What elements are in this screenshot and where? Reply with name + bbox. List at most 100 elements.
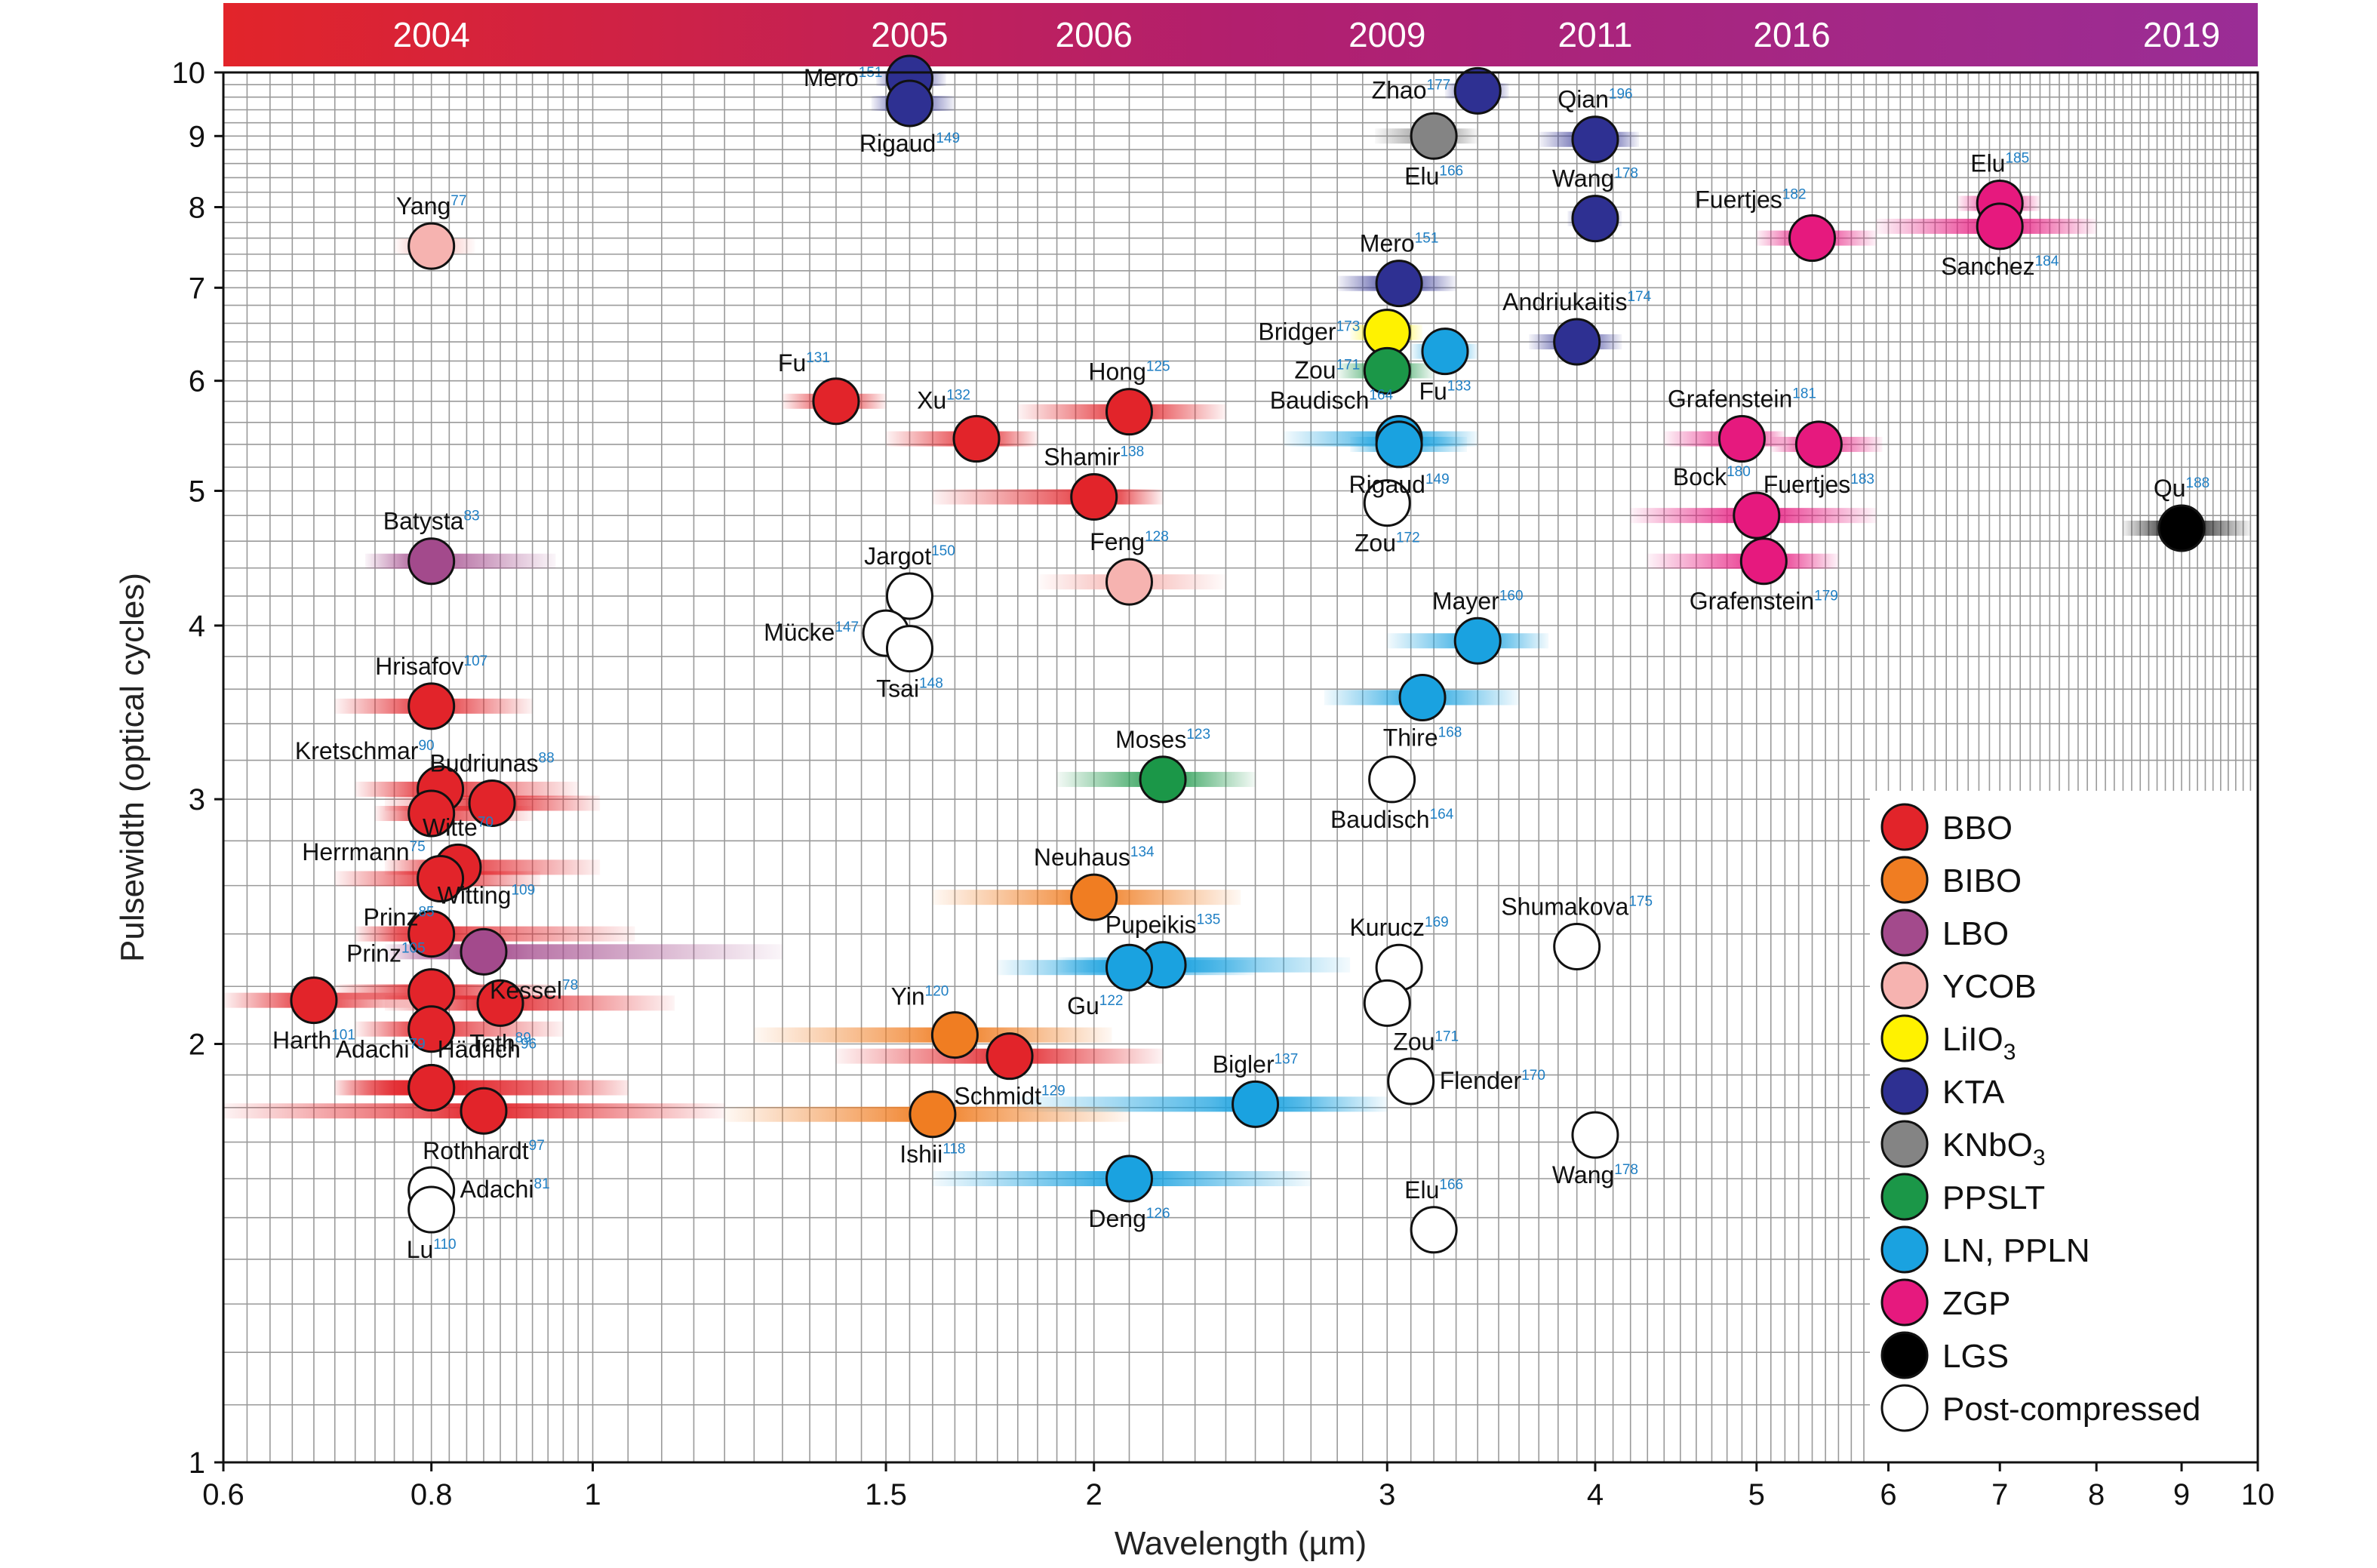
point-tsai-148 — [885, 625, 933, 673]
legend-label: Post-compressed — [1942, 1391, 2200, 1428]
x-tick-label: 8 — [2088, 1478, 2105, 1511]
point-fu-133 — [1421, 327, 1469, 376]
point-bigler-137 — [1232, 1080, 1280, 1128]
legend-label: KTA — [1942, 1074, 2005, 1111]
point-gu-122 — [1105, 943, 1153, 992]
point-grafenstein-181 — [1717, 415, 1766, 463]
legend-items: BBO BIBO LBO YCOB LiIO3 KTA KNbO3 PPSLT LN, PPLN… — [1880, 803, 2200, 1432]
y-tick-label: 8 — [189, 192, 205, 225]
point-flender-170 — [1387, 1057, 1435, 1105]
point-label: Schmidt129 — [954, 1083, 1065, 1110]
point-lu-110 — [407, 1185, 456, 1234]
point-batysta-83 — [407, 537, 456, 586]
point-label: Qu188 — [2154, 475, 2209, 502]
point-label: Adachi81 — [460, 1176, 550, 1203]
point-fu-131 — [812, 377, 860, 426]
point-qian-196 — [1571, 115, 1619, 164]
point-label: Rigaud149 — [1349, 471, 1450, 498]
point-label: Ishii118 — [899, 1141, 965, 1168]
legend-swatch-zgp — [1880, 1278, 1929, 1327]
point-fuertjes-183 — [1794, 420, 1843, 469]
legend-swatch-bbo — [1880, 803, 1929, 851]
legend-swatch-lgs — [1880, 1331, 1929, 1379]
point-deng-126 — [1105, 1154, 1153, 1203]
point-label: Adachi79 — [336, 1036, 426, 1063]
y-axis-title: Pulsewidth (optical cycles) — [114, 573, 151, 962]
point-zhao-177 — [1453, 66, 1502, 115]
point-yin-120 — [930, 1011, 979, 1059]
grid — [223, 72, 2259, 1463]
y-tick-label: 10 — [172, 57, 206, 90]
y-tick-label: 1 — [189, 1447, 205, 1480]
point-hong-125 — [1105, 388, 1153, 436]
point-label: Batysta83 — [383, 508, 480, 535]
point-label: Jargot150 — [864, 543, 955, 570]
point-label: Mero151 — [1360, 230, 1439, 257]
point-label: Witting109 — [438, 882, 536, 909]
y-tick-label: 9 — [189, 120, 205, 153]
bandwidth-bar — [355, 1021, 564, 1037]
y-tick-label: 7 — [189, 272, 205, 305]
x-tick-label: 5 — [1748, 1478, 1765, 1511]
year-label: 2016 — [1753, 15, 1830, 54]
plot-frame — [222, 71, 2259, 1464]
point-label: Feng128 — [1090, 528, 1169, 555]
point-label: Pupeikis135 — [1105, 912, 1221, 939]
point-neuhaus-134 — [1070, 873, 1118, 921]
point-elu-166 — [1410, 1206, 1458, 1254]
legend-swatch-ppslt — [1880, 1173, 1929, 1221]
point-ishii-118 — [909, 1090, 957, 1139]
x-axis-title: Wavelength (µm) — [1115, 1525, 1367, 1562]
point-label: Gu122 — [1067, 992, 1123, 1019]
year-label: 2005 — [871, 15, 948, 54]
legend-swatch-ln — [1880, 1225, 1929, 1274]
legend-label: YCOB — [1942, 968, 2037, 1005]
bandwidth-bar — [384, 995, 675, 1011]
point-label: Tsai148 — [876, 675, 943, 703]
point-label: Fuertjes183 — [1764, 471, 1874, 498]
point-label: Toth89 — [469, 1029, 531, 1056]
point-elu-166 — [1410, 112, 1458, 160]
point-label: Zou171 — [1393, 1028, 1459, 1055]
point-label: Baudisch164 — [1330, 806, 1454, 833]
x-tick-label: 10 — [2241, 1478, 2275, 1511]
x-tick-label: 1.5 — [865, 1478, 907, 1511]
point-label: Rigaud149 — [859, 130, 960, 157]
point-label: Shumakova175 — [1501, 893, 1653, 920]
point-schmidt-129 — [986, 1032, 1034, 1081]
point-label: Sanchez184 — [1941, 253, 2059, 280]
point-label: Wang178 — [1552, 1161, 1638, 1188]
point-bock-180 — [1733, 491, 1781, 540]
axes: 0.6 0.8 1 1.5 2 3 4 5 6 7 8 9 10 1 2 3 4 5 6 7 8 9 10 Wavelengt… — [114, 57, 2274, 1562]
legend-swatch-lbo — [1880, 909, 1929, 957]
point-label: Neuhaus134 — [1034, 844, 1155, 871]
point-label: Hrisafov107 — [375, 653, 487, 680]
timeline-bar: 2004 2005 2006 2009 2011 2016 2019 — [223, 3, 2258, 66]
point-label: Zhao177 — [1372, 76, 1451, 103]
point-rigaud-149 — [1375, 420, 1423, 469]
point-label: Mayer160 — [1432, 587, 1524, 614]
y-tick-label: 2 — [189, 1028, 205, 1062]
year-label: 2006 — [1056, 15, 1133, 54]
legend-swatch-bibo — [1880, 856, 1929, 904]
point-zou-171 — [1363, 346, 1411, 395]
point-label: Kessel78 — [490, 976, 578, 1004]
point-label: Witte70 — [423, 813, 494, 841]
point-herrmann-75 — [407, 789, 456, 838]
legend-swatch-knbo3 — [1880, 1120, 1929, 1168]
point-mayer-160 — [1453, 616, 1502, 665]
point-mero-151 — [1375, 260, 1423, 308]
point-label: Zou172 — [1355, 530, 1420, 557]
point-labels: Mero151 Rigaud149 Zhao177 Elu166 Qian196 Wang… — [272, 64, 2209, 1263]
point-label: Fu133 — [1419, 378, 1471, 405]
legend-swatch-ycob — [1880, 961, 1929, 1010]
y-tick-label: 5 — [189, 475, 205, 508]
x-tick-label: 0.8 — [411, 1478, 453, 1511]
legend-label: BBO — [1942, 810, 2013, 847]
point-rothhardt-97 — [460, 1087, 508, 1135]
point-label: Lu110 — [407, 1236, 457, 1263]
point-label: Shamir138 — [1044, 444, 1144, 471]
year-label: 2011 — [1558, 15, 1632, 54]
point-toth-89 — [476, 979, 524, 1027]
